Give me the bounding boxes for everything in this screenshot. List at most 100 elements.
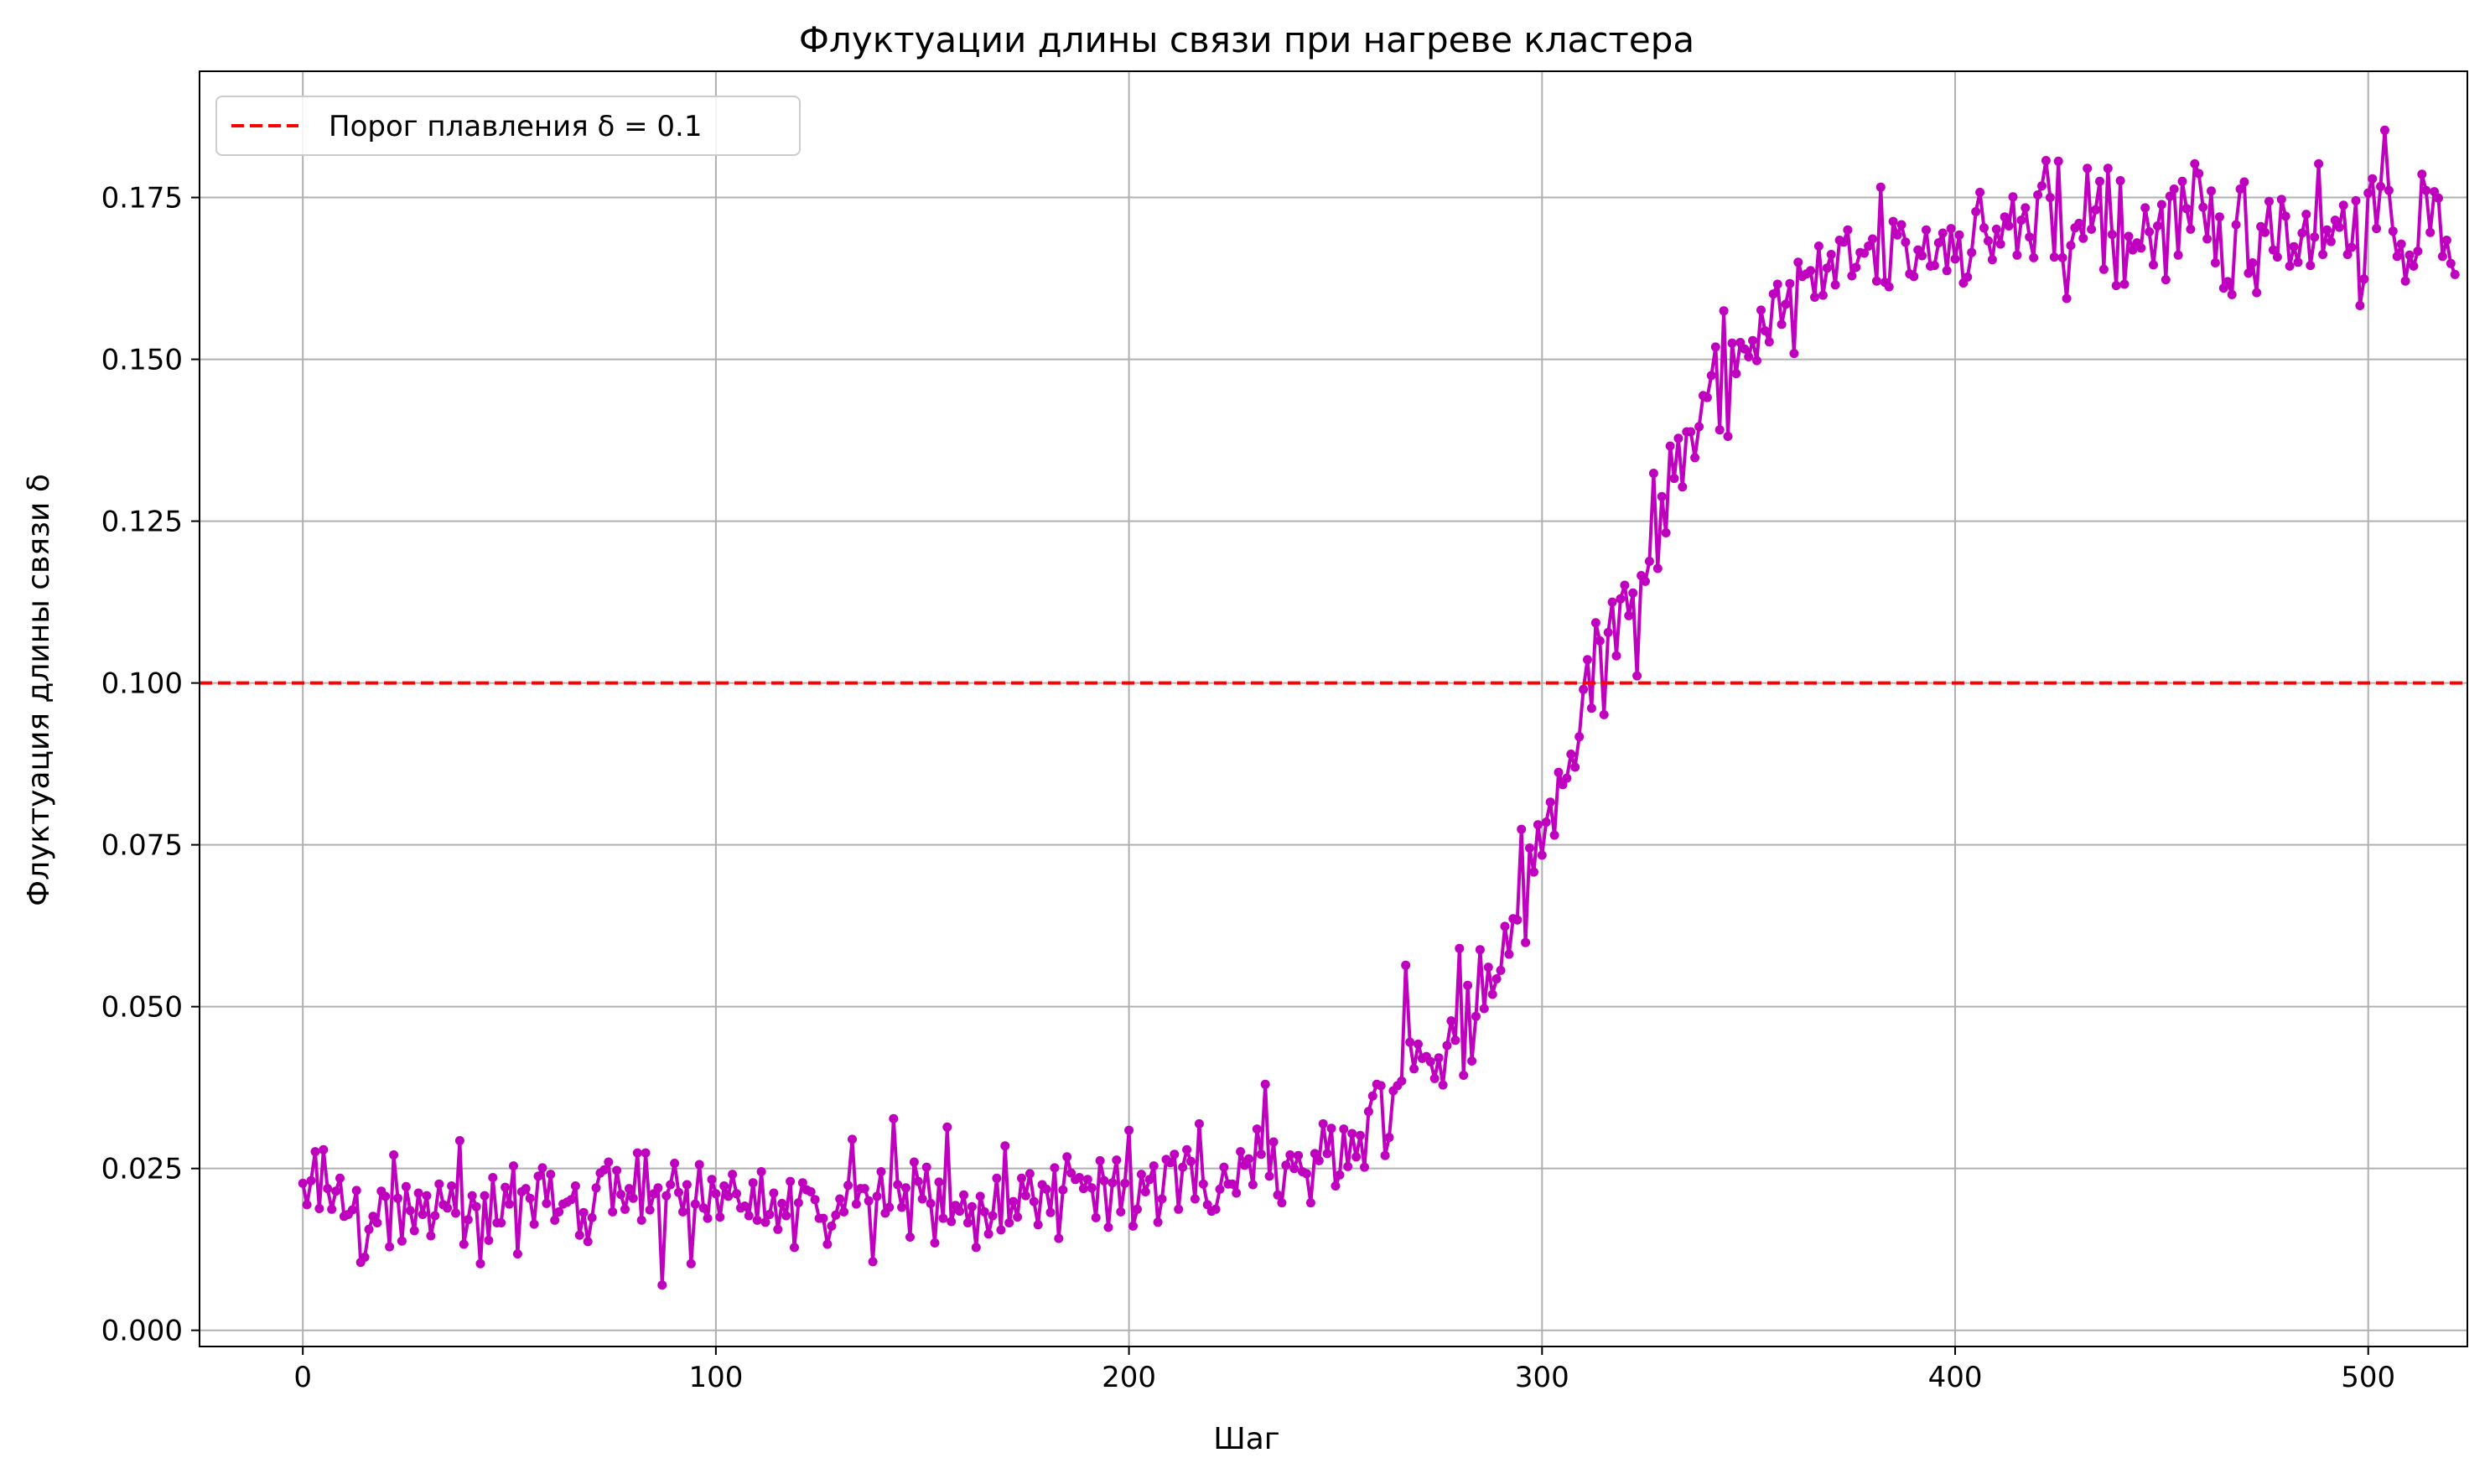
data-point [1322,1149,1332,1159]
data-point [1785,278,1795,288]
data-point [459,1239,469,1249]
data-point [2363,188,2373,198]
data-point [1661,528,1671,537]
data-point [1124,1125,1134,1135]
data-point [306,1175,316,1186]
data-point [760,1217,770,1227]
data-point [748,1178,758,1188]
data-point [1781,299,1791,309]
data-point [1950,254,1960,264]
data-point [728,1170,738,1180]
y-tick-label: 0.150 [101,344,183,377]
data-point [2053,156,2063,166]
data-point [430,1211,440,1221]
data-point [967,1201,977,1212]
data-point [533,1171,543,1181]
data-point [868,1257,878,1267]
data-point [1541,817,1551,828]
data-point [1810,293,1819,302]
data-point [876,1167,886,1176]
data-point [1673,433,1683,444]
data-point [959,1190,968,1200]
legend-label: Порог плавления δ = 0.1 [329,110,702,143]
data-point [2227,289,2237,299]
data-point [1091,1212,1101,1222]
data-point [302,1200,312,1210]
data-point [1326,1123,1336,1134]
data-point [1500,921,1510,931]
data-point [786,1176,796,1186]
data-point [756,1167,766,1176]
data-point [1706,371,1716,381]
data-point [1768,289,1778,299]
data-point [1611,651,1621,661]
data-point [1537,850,1547,860]
data-point [554,1206,564,1217]
data-point [1963,272,1973,282]
data-point [1917,251,1927,261]
data-point [2280,211,2290,221]
data-point [917,1194,927,1204]
data-point [1252,1124,1262,1134]
data-point [529,1219,539,1229]
data-point [1851,262,1861,272]
data-point [620,1204,630,1214]
data-point [1025,1169,1035,1179]
data-point [2276,195,2286,205]
data-point [1294,1150,1304,1160]
data-point [1194,1118,1204,1129]
data-point [1438,1080,1448,1090]
data-point [930,1238,940,1248]
data-point [1641,576,1650,586]
data-point [884,1202,895,1212]
data-point [2293,257,2303,267]
data-point [434,1179,444,1189]
data-point [1521,937,1531,947]
data-point [1694,422,1704,432]
data-point [1892,230,1902,240]
data-point [628,1193,638,1203]
data-point [2149,260,2158,270]
data-point [2103,163,2113,174]
data-point [1302,1169,1311,1179]
data-point [1463,980,1473,990]
data-point [777,1198,787,1208]
data-point [942,1122,952,1132]
data-point [467,1191,477,1201]
data-point [851,1199,861,1209]
data-point [1140,1187,1150,1196]
y-tick-label: 0.175 [101,182,183,215]
data-point [1380,1150,1390,1160]
data-point [1979,223,1989,233]
data-point [921,1162,931,1172]
data-point [314,1204,324,1213]
data-point [1004,1218,1014,1227]
data-point [1133,1204,1142,1214]
data-point [1529,867,1538,877]
data-point [670,1159,680,1168]
data-point [2066,241,2076,251]
data-point [2355,301,2365,310]
data-point [405,1206,415,1216]
data-point [707,1175,717,1185]
data-point [1248,1180,1258,1190]
data-point [1058,1185,1068,1195]
data-point [1772,279,1782,289]
data-point [393,1193,402,1203]
data-point [2235,184,2245,194]
data-point [335,1173,345,1183]
data-point [2083,163,2093,174]
data-point [2119,279,2129,289]
data-point [1045,1207,1056,1217]
data-point [1347,1129,1357,1139]
data-point [636,1215,646,1225]
data-point [1517,824,1527,834]
data-point [298,1178,308,1188]
data-point [566,1195,576,1205]
data-point [2091,205,2101,215]
data-point [739,1201,750,1211]
data-point [1128,1221,1138,1231]
data-point [1459,1071,1469,1080]
